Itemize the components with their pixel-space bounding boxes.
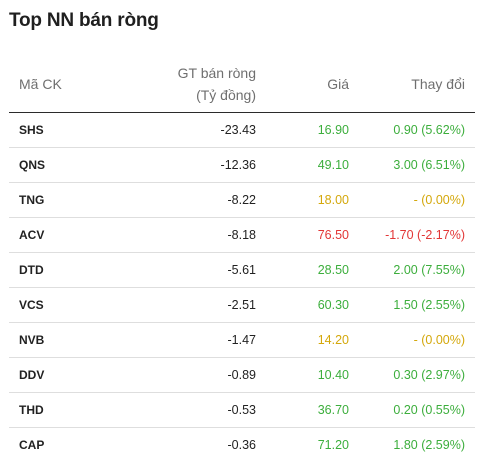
table-row[interactable]: SHS -23.43 16.90 0.90 (5.62%) xyxy=(9,112,475,148)
net-sell-value-cell: -5.61 xyxy=(89,252,256,288)
net-sell-value-cell: -0.36 xyxy=(227,437,257,452)
stock-code-cell[interactable]: DDV xyxy=(9,357,89,393)
header-net-sell-line1: GT bán ròng xyxy=(177,64,256,81)
net-sell-value-cell: -1.47 xyxy=(89,322,256,358)
stock-code-cell[interactable]: VCS xyxy=(9,287,89,323)
change-cell: 0.90 (5.62%) xyxy=(349,112,475,148)
net-sell-value-cell: -0.89 xyxy=(89,357,256,393)
header-code[interactable]: Mã CK xyxy=(9,56,89,113)
header-row: Mã CK GT bán ròng (Tỷ đồng) Giá Thay đổi xyxy=(9,56,475,113)
price-cell: 36.70 xyxy=(256,392,349,428)
stock-code-cell[interactable]: ACV xyxy=(9,217,89,253)
header-net-sell-line2: (Tỷ đồng) xyxy=(196,86,256,103)
table-row[interactable]: TNG -8.22 18.00 - (0.00%) xyxy=(9,182,475,218)
price-cell: 71.20 xyxy=(317,437,349,452)
price-cell: 14.20 xyxy=(256,322,349,358)
change-cell: 0.30 (2.97%) xyxy=(349,357,475,393)
widget-title: Top NN bán ròng xyxy=(9,10,159,31)
change-cell: 1.50 (2.55%) xyxy=(349,287,475,323)
net-sell-value-cell: -8.18 xyxy=(89,217,256,253)
change-cell: 0.20 (0.55%) xyxy=(349,392,475,428)
table-row[interactable]: DTD -5.61 28.50 2.00 (7.55%) xyxy=(9,252,475,288)
change-cell: - (0.00%) xyxy=(349,182,475,218)
table-row[interactable]: THD -0.53 36.70 0.20 (0.55%) xyxy=(9,392,475,428)
change-cell: 1.80 (2.59%) xyxy=(393,437,465,452)
net-sell-value-cell: -12.36 xyxy=(89,147,256,183)
net-sell-value-cell: -8.22 xyxy=(89,182,256,218)
header-change[interactable]: Thay đổi xyxy=(349,56,475,113)
net-sell-value-cell: -2.51 xyxy=(89,287,256,323)
table-row[interactable]: NVB -1.47 14.20 - (0.00%) xyxy=(9,322,475,358)
change-cell: 2.00 (7.55%) xyxy=(349,252,475,288)
stock-code-cell[interactable]: DTD xyxy=(9,252,89,288)
stock-code-cell[interactable]: SHS xyxy=(9,112,89,148)
header-price[interactable]: Giá xyxy=(256,56,349,113)
change-cell: -1.70 (-2.17%) xyxy=(349,217,475,253)
stock-code-cell[interactable]: QNS xyxy=(9,147,89,183)
table-row[interactable]: ACV -8.18 76.50 -1.70 (-2.17%) xyxy=(9,217,475,253)
price-cell: 28.50 xyxy=(256,252,349,288)
price-cell: 18.00 xyxy=(256,182,349,218)
stock-code-cell[interactable]: NVB xyxy=(9,322,89,358)
price-cell: 10.40 xyxy=(256,357,349,393)
price-cell: 76.50 xyxy=(256,217,349,253)
price-cell: 16.90 xyxy=(256,112,349,148)
change-cell: 3.00 (6.51%) xyxy=(349,147,475,183)
table-body: SHS -23.43 16.90 0.90 (5.62%) QNS -12.36… xyxy=(9,112,475,460)
table-row[interactable]: VCS -2.51 60.30 1.50 (2.55%) xyxy=(9,287,475,323)
table-row[interactable]: DDV -0.89 10.40 0.30 (2.97%) xyxy=(9,357,475,393)
net-sell-table: Mã CK GT bán ròng (Tỷ đồng) Giá Thay đổi… xyxy=(9,56,475,460)
net-sell-value-cell: -23.43 xyxy=(89,112,256,148)
header-net-sell-value[interactable]: GT bán ròng (Tỷ đồng) xyxy=(89,56,256,113)
change-cell: - (0.00%) xyxy=(349,322,475,358)
price-cell: 60.30 xyxy=(256,287,349,323)
stock-code-cell[interactable]: TNG xyxy=(9,182,89,218)
stock-code-cell[interactable]: CAP xyxy=(19,437,45,452)
table-header: Mã CK GT bán ròng (Tỷ đồng) Giá Thay đổi xyxy=(9,56,475,113)
price-cell: 49.10 xyxy=(256,147,349,183)
stock-code-cell[interactable]: THD xyxy=(9,392,89,428)
table-row[interactable]: QNS -12.36 49.10 3.00 (6.51%) xyxy=(9,147,475,183)
net-sell-value-cell: -0.53 xyxy=(89,392,256,428)
table-row[interactable]: CAP -0.36 71.20 1.80 (2.59%) xyxy=(9,427,475,460)
